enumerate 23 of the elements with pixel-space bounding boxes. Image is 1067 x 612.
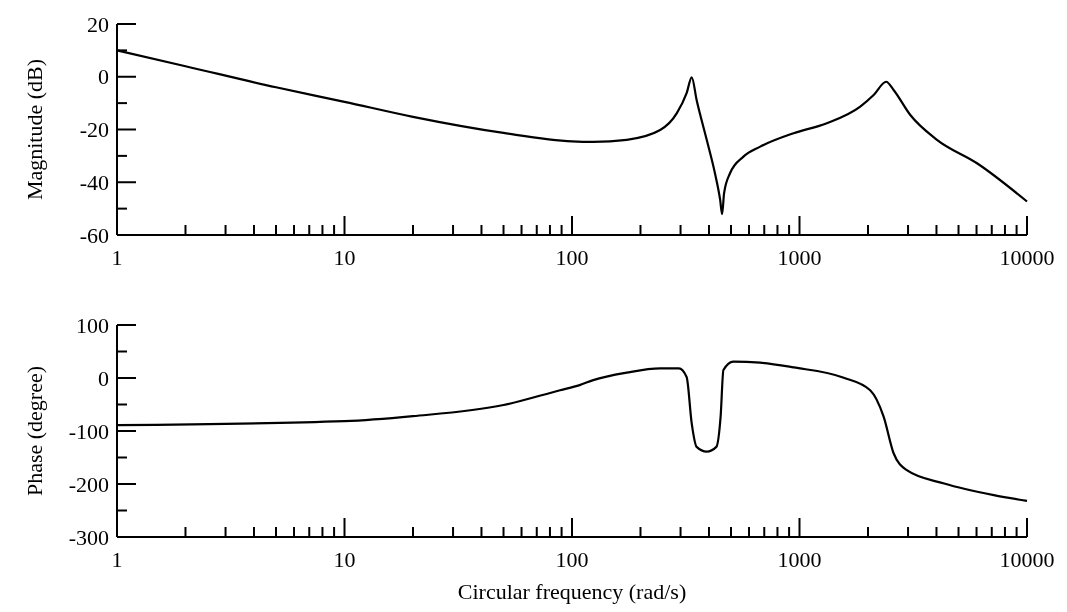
x-tick-label: 1	[111, 245, 123, 270]
y-tick-label: -60	[79, 222, 109, 248]
x-tick-label: 10000	[999, 245, 1055, 270]
y-tick-label: -300	[68, 524, 109, 550]
x-tick-label: 100	[555, 245, 589, 270]
y-axis-title: Magnitude (dB)	[22, 58, 47, 201]
y-tick-label: 0	[98, 64, 109, 90]
x-tick-label: 10000	[999, 547, 1055, 572]
x-tick-label: 100	[555, 547, 589, 572]
y-axis-title: Phase (degree)	[22, 365, 47, 497]
x-tick-label: 1000	[777, 245, 822, 270]
x-axis-title: Circular frequency (rad/s)	[457, 579, 687, 604]
y-tick-label: -20	[79, 117, 109, 143]
y-tick-label: -200	[68, 471, 109, 497]
y-tick-label: -40	[79, 169, 109, 195]
y-tick-label: 0	[98, 365, 109, 391]
y-tick-label: 100	[76, 312, 109, 338]
x-tick-label: 10	[333, 245, 356, 270]
x-tick-label: 10	[333, 547, 356, 572]
x-tick-label: 1000	[777, 547, 822, 572]
y-tick-label: 20	[87, 11, 109, 37]
y-tick-label: -100	[68, 418, 109, 444]
x-tick-label: 1	[111, 547, 123, 572]
